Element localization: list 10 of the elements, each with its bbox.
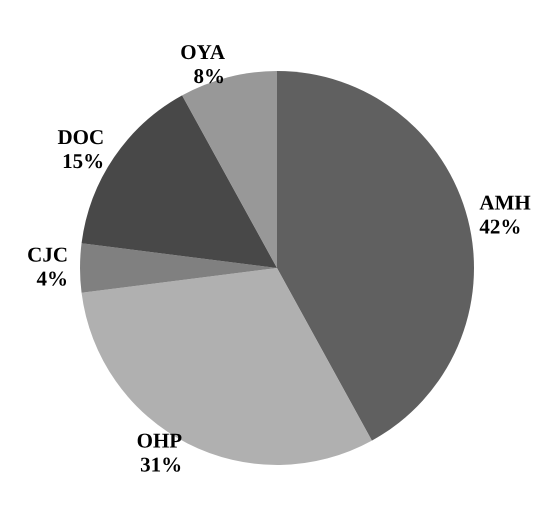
slice-label: AMH	[479, 190, 531, 214]
slice-label: OYA	[180, 40, 226, 64]
slice-label: DOC	[57, 124, 104, 149]
data-label: 31%	[140, 452, 182, 477]
slice-label: CJC	[27, 242, 68, 266]
data-label: 4%	[36, 266, 68, 290]
data-label: 42%	[479, 214, 522, 238]
slice-label: OHP	[136, 428, 182, 453]
data-label: 8%	[194, 64, 226, 88]
data-label: 15%	[62, 148, 104, 173]
